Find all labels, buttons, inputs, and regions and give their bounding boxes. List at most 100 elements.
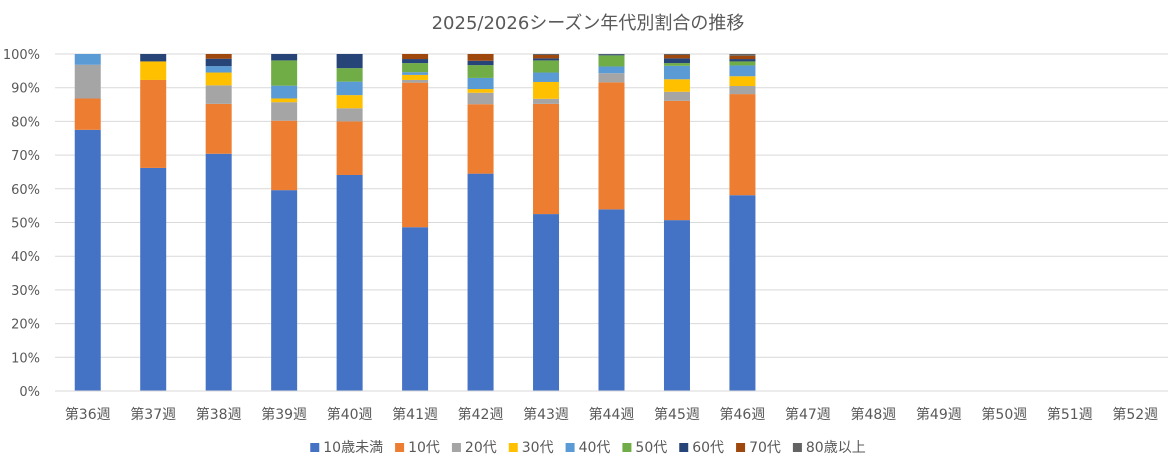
bar-segment bbox=[271, 102, 298, 121]
y-axis-ticks: 0% 10% 20% 30% 40% 50% 60% 70% 80% 90% 100% bbox=[3, 48, 40, 400]
bar-segment bbox=[533, 81, 560, 99]
legend-label: 10代 bbox=[408, 440, 440, 456]
x-tick-label: 第49週 bbox=[916, 406, 962, 423]
bar-segment bbox=[598, 209, 625, 391]
bar-segment bbox=[271, 85, 298, 99]
bar-segment bbox=[205, 66, 232, 73]
bar-segment bbox=[402, 74, 429, 80]
bar-segment bbox=[336, 108, 363, 122]
bar-segment bbox=[140, 79, 167, 168]
y-tick-label: 70% bbox=[11, 149, 40, 164]
x-tick-label: 第46週 bbox=[720, 406, 766, 423]
y-tick-label: 50% bbox=[11, 217, 40, 232]
legend-swatch bbox=[736, 443, 746, 452]
legend-label: 40代 bbox=[579, 440, 611, 456]
y-tick-label: 40% bbox=[11, 250, 40, 265]
bar-segment bbox=[598, 82, 625, 210]
bar-segment bbox=[663, 54, 690, 56]
legend-item: 80歳以上 bbox=[792, 440, 866, 456]
bar-segment bbox=[533, 60, 560, 73]
legend-label: 10歳未満 bbox=[323, 440, 383, 456]
bar-stack bbox=[205, 54, 232, 391]
x-tick-label: 第48週 bbox=[850, 406, 896, 423]
legend-item: 10代 bbox=[395, 440, 440, 456]
y-tick-label: 100% bbox=[3, 48, 40, 63]
bar-segment bbox=[663, 65, 690, 80]
bar-segment bbox=[467, 89, 494, 93]
bar-segment bbox=[533, 72, 560, 82]
legend-swatch bbox=[508, 443, 518, 452]
x-tick-label: 第45週 bbox=[654, 406, 700, 423]
chart-title: 2025/2026シーズン年代別割合の推移 bbox=[432, 13, 745, 34]
y-tick-label: 60% bbox=[11, 183, 40, 198]
x-tick-label: 第47週 bbox=[785, 406, 831, 423]
bar-stack bbox=[729, 54, 756, 391]
bar-segment bbox=[467, 77, 494, 90]
x-tick-label: 第39週 bbox=[261, 406, 307, 423]
bar-segment bbox=[598, 73, 625, 83]
bar-segment bbox=[729, 54, 756, 56]
legend-swatch bbox=[395, 443, 405, 452]
bar-segment bbox=[467, 173, 494, 391]
legend-label: 30代 bbox=[522, 440, 554, 456]
legend-swatch bbox=[310, 443, 320, 452]
bar-segment bbox=[533, 103, 560, 215]
bar-segment bbox=[729, 195, 756, 391]
bar-segment bbox=[729, 94, 756, 196]
x-tick-label: 第50週 bbox=[981, 406, 1027, 423]
legend-item: 60代 bbox=[679, 440, 724, 456]
bar-segment bbox=[729, 86, 756, 95]
legend-label: 70代 bbox=[749, 440, 781, 456]
bar-segment bbox=[467, 92, 494, 105]
x-tick-label: 第52週 bbox=[1112, 406, 1158, 423]
x-tick-label: 第42週 bbox=[458, 406, 504, 423]
x-tick-label: 第37週 bbox=[130, 406, 176, 423]
bar-segment bbox=[663, 100, 690, 221]
bar-segment bbox=[271, 60, 298, 86]
legend: 10歳未満 10代 20代 30代 40代 50代 60代 70代 80歳以上 bbox=[310, 440, 866, 456]
bar-segment bbox=[402, 72, 429, 75]
bar-segment bbox=[402, 63, 429, 73]
bar-segment bbox=[729, 61, 756, 66]
bar-segment bbox=[402, 59, 429, 64]
bar-segment bbox=[729, 55, 756, 60]
bar-segment bbox=[533, 55, 560, 59]
bar-segment bbox=[598, 55, 625, 67]
bar-segment bbox=[140, 61, 167, 80]
bar-segment bbox=[74, 64, 101, 99]
bar-segment bbox=[402, 54, 429, 60]
bar-segment bbox=[205, 153, 232, 391]
legend-label: 50代 bbox=[635, 440, 667, 456]
bar-stack bbox=[663, 54, 690, 391]
bar-segment bbox=[205, 85, 232, 104]
x-tick-label: 第38週 bbox=[196, 406, 242, 423]
bar-stack bbox=[74, 54, 101, 391]
bar-stack bbox=[598, 54, 625, 391]
bar-segment bbox=[663, 63, 690, 66]
bar-segment bbox=[598, 66, 625, 74]
bar-segment bbox=[533, 214, 560, 391]
legend-label: 80歳以上 bbox=[806, 440, 866, 456]
bar-segment bbox=[271, 120, 298, 191]
legend-swatch bbox=[792, 443, 802, 452]
legend-label: 60代 bbox=[692, 440, 724, 456]
legend-item: 50代 bbox=[622, 440, 667, 456]
bar-stack bbox=[402, 54, 429, 391]
bar-stack bbox=[271, 54, 298, 391]
legend-swatch bbox=[451, 443, 461, 452]
y-tick-label: 80% bbox=[11, 115, 40, 130]
bar-stack bbox=[140, 54, 167, 391]
bar-segment bbox=[663, 58, 690, 64]
legend-item: 30代 bbox=[508, 440, 554, 456]
legend-item: 20代 bbox=[451, 440, 497, 456]
bar-segment bbox=[533, 98, 560, 104]
bar-segment bbox=[663, 79, 690, 92]
bar-segment bbox=[402, 227, 429, 391]
bar-segment bbox=[467, 65, 494, 78]
bar-segment bbox=[402, 79, 429, 83]
bar-segment bbox=[205, 54, 232, 59]
bar-segment bbox=[205, 58, 232, 67]
bar-segment bbox=[271, 54, 298, 61]
